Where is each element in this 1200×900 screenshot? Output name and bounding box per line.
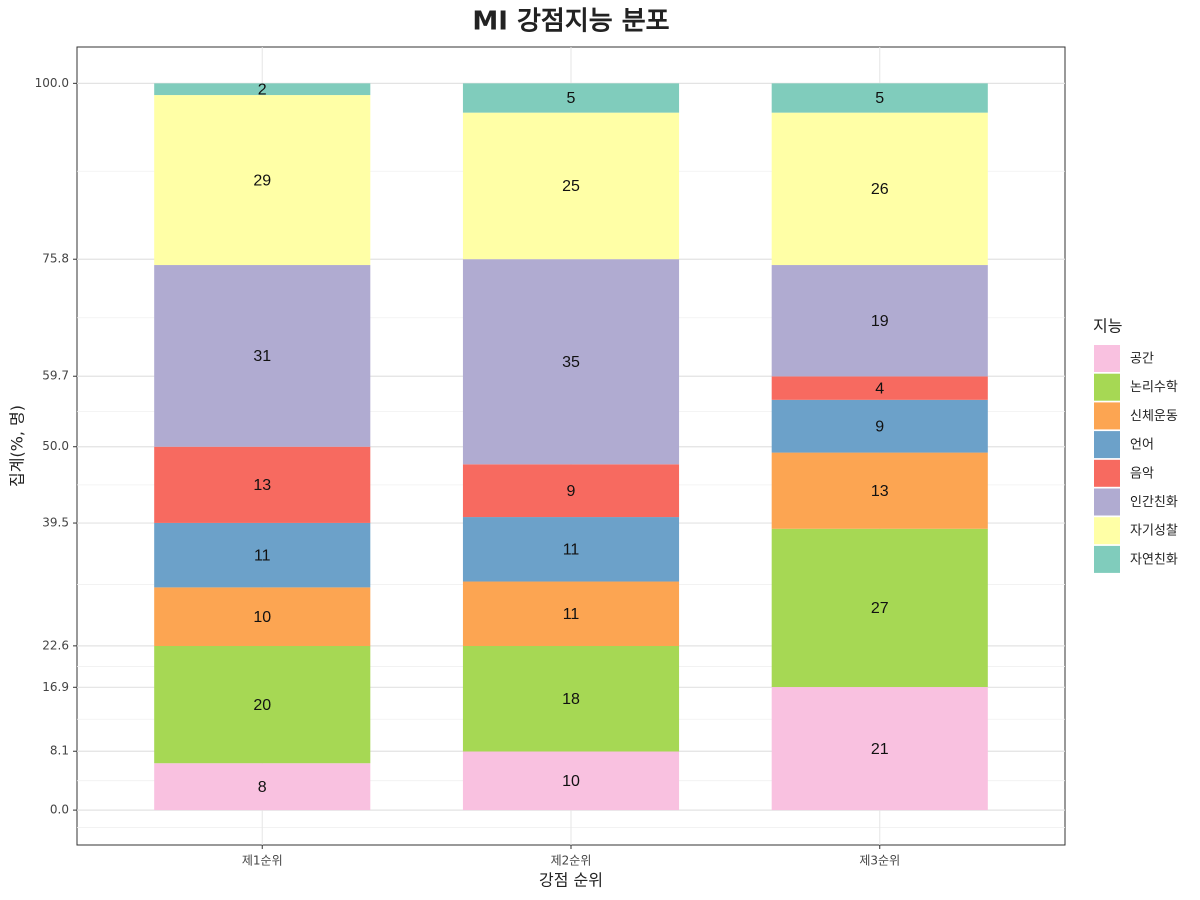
y-tick-label: 59.7 [42, 369, 69, 383]
data-label: 13 [253, 477, 271, 494]
y-tick-label: 75.8 [42, 252, 69, 266]
data-label: 13 [871, 483, 889, 500]
data-label: 25 [562, 178, 580, 195]
data-label: 26 [871, 181, 889, 198]
data-label: 9 [567, 483, 576, 500]
data-label: 29 [253, 172, 271, 189]
bar-segment [462, 646, 680, 752]
y-tick-label: 100.0 [35, 76, 69, 90]
legend-swatch [1094, 402, 1120, 430]
data-label: 18 [562, 691, 580, 708]
data-label: 5 [875, 90, 884, 107]
legend-label: 음악 [1130, 466, 1154, 481]
legend-swatch [1094, 517, 1120, 545]
legend-swatch [1094, 488, 1120, 516]
bar-segment [771, 112, 988, 266]
bar-segment [462, 259, 680, 465]
bar-segment [462, 112, 680, 260]
legend-label: 자연친화 [1130, 552, 1178, 567]
legend-label: 공간 [1130, 352, 1154, 367]
bar-segment [154, 446, 371, 523]
bar-segment [462, 751, 680, 811]
bar-segment [771, 399, 988, 453]
x-tick-label: 제2순위 [551, 854, 592, 868]
x-axis-label: 강점 순위 [539, 871, 603, 890]
bar-segment [771, 528, 988, 688]
bar-segment [154, 95, 371, 266]
legend-swatch [1094, 545, 1120, 573]
data-label: 11 [563, 542, 580, 559]
y-axis-label: 집계(%, 명) [8, 405, 27, 487]
bar-segment [771, 452, 988, 529]
x-tick-label: 제3순위 [859, 854, 900, 868]
y-tick-label: 8.1 [50, 744, 69, 758]
bar-segment [154, 265, 371, 447]
chart-title: MI 강점지능 분포 [472, 7, 669, 37]
bar-segment [771, 83, 988, 113]
data-label: 10 [562, 773, 580, 790]
bar-segment [462, 83, 680, 113]
bar-segment [771, 265, 988, 377]
data-label: 27 [871, 600, 889, 617]
legend-swatch [1094, 345, 1120, 372]
data-label: 8 [258, 779, 267, 796]
bar-segment [154, 522, 371, 588]
legend-swatch [1094, 431, 1120, 459]
bar-segment [154, 646, 371, 764]
bar-segment [154, 763, 371, 811]
legend-title: 지능 [1093, 317, 1122, 336]
data-label: 11 [254, 547, 271, 564]
legend-label: 신체운동 [1130, 409, 1178, 424]
legend-label: 자기성찰 [1130, 524, 1178, 539]
bar-segment [771, 687, 988, 811]
legend-swatch [1094, 459, 1120, 487]
data-label: 20 [253, 697, 271, 714]
bar-segment [462, 464, 680, 518]
data-label: 2 [258, 81, 267, 98]
bar-segment [462, 517, 680, 582]
y-tick-label: 0.0 [50, 803, 69, 817]
bar-segment [154, 83, 371, 96]
legend-label: 논리수학 [1130, 380, 1178, 395]
data-label: 9 [875, 418, 884, 435]
data-label: 19 [871, 313, 889, 330]
y-tick-label: 50.0 [42, 439, 69, 453]
legend-label: 언어 [1130, 438, 1154, 453]
data-label: 31 [253, 348, 271, 365]
data-label: 11 [563, 606, 580, 623]
legend-label: 인간친화 [1130, 495, 1178, 510]
y-tick-label: 39.5 [42, 516, 69, 530]
bar-segment [462, 581, 680, 647]
bar-segment [771, 376, 988, 400]
x-tick-label: 제1순위 [242, 854, 283, 868]
data-label: 4 [875, 380, 884, 397]
data-label: 21 [871, 741, 889, 758]
bar-segment [154, 587, 371, 647]
data-label: 10 [253, 609, 271, 626]
y-tick-label: 16.9 [42, 680, 69, 694]
data-label: 5 [567, 90, 576, 107]
legend-swatch [1094, 373, 1120, 401]
data-label: 35 [562, 354, 580, 371]
y-tick-label: 22.6 [42, 638, 69, 652]
